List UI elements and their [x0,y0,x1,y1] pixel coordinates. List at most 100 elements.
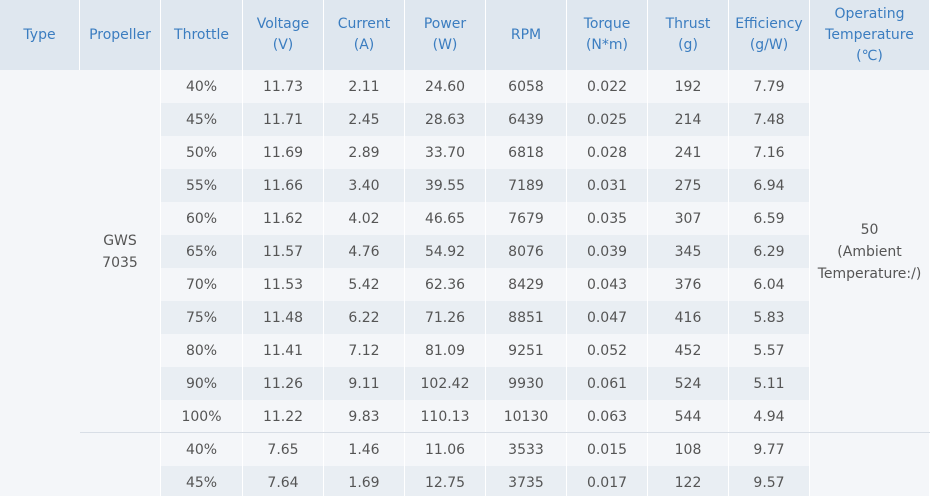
cell-text: 376 [674,276,702,293]
cell-text: 0.025 [586,111,628,128]
data-cell: 7.79 [729,70,810,103]
data-cell: 9930 [486,367,567,400]
data-cell: 33.70 [405,136,486,169]
data-cell: 6.29 [729,235,810,268]
cell-text: 9930 [508,375,544,392]
data-cell: 6818 [486,136,567,169]
data-cell: 40% [161,70,243,103]
cell-text: 0.039 [586,243,628,260]
cell-text: (℃) [856,47,883,64]
data-cell: 10130 [486,400,567,433]
cell-text: 50% [185,144,218,161]
header-cell: Operating Temperature (℃) [810,0,930,70]
cell-text: 0.035 [586,210,628,227]
header-cell: Power (W) [405,0,486,70]
data-cell: 11.41 [243,334,324,367]
header-cell: Propeller [80,0,161,70]
cell-text: 81.09 [424,342,466,359]
cell-text: 345 [674,243,702,260]
cell-text: 71.26 [424,309,466,326]
data-cell: 0.035 [567,202,648,235]
cell-text: GWS [103,232,137,249]
cell-text: 6058 [508,78,544,95]
data-cell: 7189 [486,169,567,202]
header-cell: Thrust (g) [648,0,729,70]
data-cell: 46.65 [405,202,486,235]
data-cell: 7.65 [243,433,324,466]
cell-text: Power [423,16,467,32]
cell-text: (N*m) [585,37,629,53]
cell-text: 0.015 [586,441,628,458]
data-cell: 2.45 [324,103,405,136]
header-cell: Torque (N*m) [567,0,648,70]
data-cell: 71.26 [405,301,486,334]
data-cell: 5.42 [324,268,405,301]
data-cell: 6058 [486,70,567,103]
cell-text: 452 [674,342,702,359]
cell-text: 6.94 [753,177,785,194]
cell-text: 33.70 [424,144,466,161]
cell-text: 544 [674,408,702,425]
data-cell: 122 [648,466,729,496]
cell-text: Torque [583,16,631,32]
cell-text: 60% [185,210,218,227]
cell-text: 24.60 [424,78,466,95]
data-cell: 70% [161,268,243,301]
cell-text: Current [337,16,391,32]
data-cell: 11.06 [405,433,486,466]
data-cell: 416 [648,301,729,334]
cell-text: (g) [678,37,698,53]
data-cell: 3735 [486,466,567,496]
data-cell: 345 [648,235,729,268]
temperature-cell [810,433,930,496]
cell-text: 4.76 [348,243,380,260]
data-cell: 8429 [486,268,567,301]
cell-text: 55% [185,177,218,194]
cell-text: (g/W) [749,37,789,53]
data-cell: 524 [648,367,729,400]
cell-text: 11.57 [262,243,304,260]
data-cell: 4.76 [324,235,405,268]
cell-text: 11.53 [262,276,304,293]
cell-text: 45% [185,111,218,128]
data-cell: 11.48 [243,301,324,334]
data-cell: 5.83 [729,301,810,334]
data-cell: 8076 [486,235,567,268]
data-cell: 28.63 [405,103,486,136]
data-cell: 4.02 [324,202,405,235]
cell-text: 75% [185,309,218,326]
cell-text: (V) [272,37,294,53]
data-cell: 11.71 [243,103,324,136]
cell-text: 6439 [508,111,544,128]
data-cell: 6.04 [729,268,810,301]
cell-text: 11.66 [262,177,304,194]
cell-text: 8429 [508,276,544,293]
data-cell: 9251 [486,334,567,367]
cell-text: 9.77 [753,441,785,458]
data-cell: 275 [648,169,729,202]
data-cell: 0.063 [567,400,648,433]
cell-text: 50 [860,221,879,238]
cell-text: 3735 [508,474,544,491]
data-cell: 1.46 [324,433,405,466]
cell-text: 1.69 [348,474,380,491]
data-cell: 102.42 [405,367,486,400]
cell-text: 2.11 [348,78,380,95]
cell-text: 6818 [508,144,544,161]
data-cell: 0.028 [567,136,648,169]
cell-text: 11.71 [262,111,304,128]
cell-text: 80% [185,342,218,359]
cell-text: 11.48 [262,309,304,326]
data-cell: 6.22 [324,301,405,334]
data-cell: 65% [161,235,243,268]
cell-text: 3533 [508,441,544,458]
cell-text: 7.16 [753,144,785,161]
data-cell: 12.75 [405,466,486,496]
cell-text: Temperature [825,26,914,43]
cell-text: 0.052 [586,342,628,359]
cell-text: 108 [674,441,702,458]
cell-text: 6.29 [753,243,785,260]
data-cell: 0.039 [567,235,648,268]
propeller-cell: GWS 7035 [80,70,161,433]
